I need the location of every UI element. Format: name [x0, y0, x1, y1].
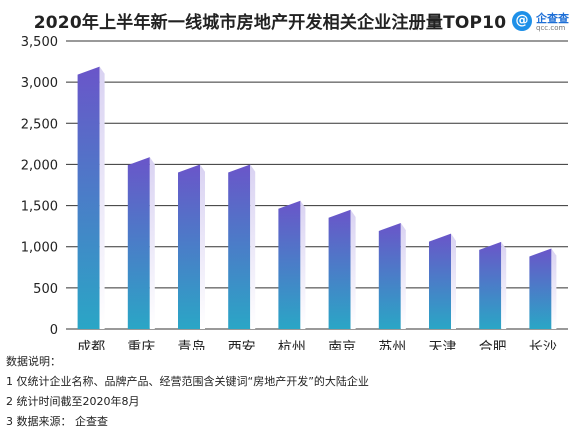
x-tick-label: 天津	[429, 340, 457, 350]
x-axis-ticks: 成都 重庆 青岛 西安 杭州 南京 苏州 天津 合肥 长沙	[77, 340, 557, 350]
bar-重庆	[127, 157, 150, 329]
x-tick-label: 南京	[328, 340, 356, 350]
bar-苏州	[378, 222, 401, 329]
bar-南京	[328, 209, 351, 329]
bar-side-青岛	[200, 164, 205, 329]
logo-name: 企查查	[536, 12, 569, 25]
x-tick-label: 青岛	[178, 340, 206, 350]
qcc-logo-icon: @	[512, 11, 532, 31]
bar-西安	[228, 164, 251, 329]
y-tick-label: 500	[33, 282, 58, 297]
x-tick-label: 长沙	[529, 340, 557, 350]
y-tick-label: 3,000	[21, 76, 58, 91]
bar-side-成都	[99, 66, 105, 329]
note-date: 2 统计时间截至2020年8月	[6, 395, 140, 408]
bar-chart: 0 500 1,000 1,500 2,000 2,500 3,000 3,500 成都 重庆 青…	[21, 35, 568, 350]
bar-side-西安	[250, 164, 256, 329]
note-scope: 1 仅统计企业名称、品牌产品、经营范围含关键词“房地产开发”的大陆企业	[6, 375, 369, 388]
x-tick-label: 合肥	[479, 340, 507, 350]
notes-heading: 数据说明：	[6, 355, 61, 368]
bar-合肥	[479, 241, 502, 329]
bar-青岛	[178, 164, 200, 329]
bar-side-重庆	[149, 157, 155, 329]
x-tick-label: 西安	[228, 340, 256, 350]
y-tick-label: 0	[50, 323, 58, 338]
bar-成都	[77, 66, 100, 329]
x-tick-label: 成都	[77, 340, 105, 350]
data-notes: 数据说明： 1 仅统计企业名称、品牌产品、经营范围含关键词“房地产开发”的大陆企…	[6, 352, 369, 432]
x-tick-label: 重庆	[127, 340, 155, 350]
logo-url: qcc.com	[536, 24, 566, 32]
y-tick-label: 1,500	[21, 200, 58, 215]
bar-side-苏州	[400, 222, 406, 329]
y-tick-label: 3,500	[21, 35, 58, 50]
bar-side-杭州	[300, 200, 306, 329]
bars	[77, 66, 557, 329]
bar-天津	[429, 233, 451, 329]
x-tick-label: 苏州	[378, 340, 406, 350]
y-tick-label: 1,000	[21, 241, 58, 256]
bar-side-天津	[451, 233, 456, 329]
chart-title: 2020年上半年新一线城市房地产开发相关企业注册量TOP10	[33, 13, 507, 33]
y-tick-label: 2,000	[21, 158, 58, 173]
bar-side-合肥	[501, 241, 507, 329]
brand-logo: @ 企查查 qcc.com	[512, 9, 576, 35]
bar-杭州	[278, 200, 301, 329]
y-axis-ticks: 0 500 1,000 1,500 2,000 2,500 3,000 3,500	[21, 35, 58, 338]
x-tick-label: 杭州	[278, 340, 306, 350]
y-tick-label: 2,500	[21, 117, 58, 132]
note-source: 3 数据来源： 企查查	[6, 415, 108, 428]
bar-side-南京	[350, 209, 356, 329]
bar-side-长沙	[551, 248, 557, 329]
bar-长沙	[529, 248, 552, 329]
